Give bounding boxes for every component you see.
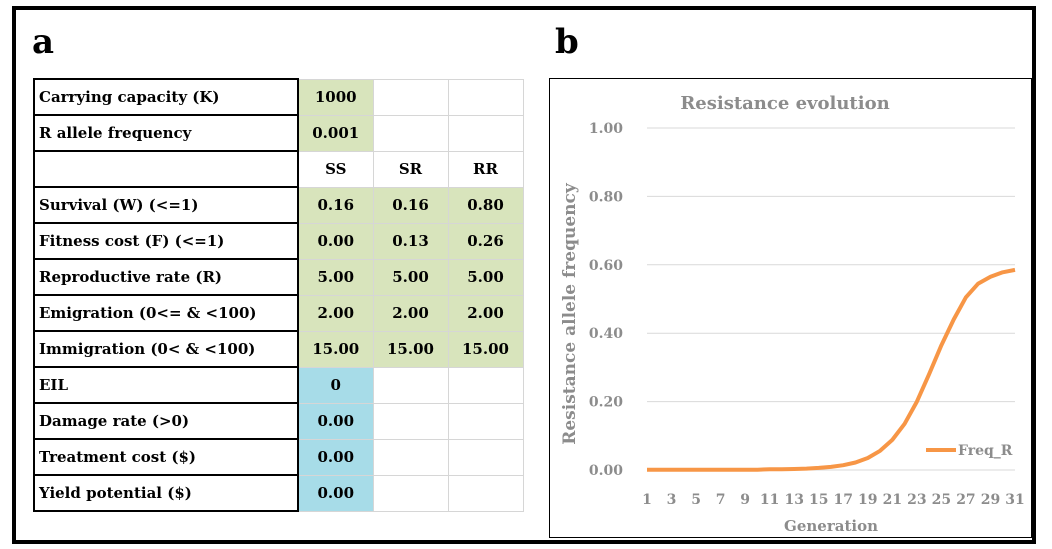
table-cell <box>447 114 524 152</box>
resistance-chart: Resistance evolution 0.00 0.20 0.40 0.60 0.80… <box>560 93 1025 535</box>
parameter-table: Carrying capacity (K) 1000 R allele freque… <box>33 78 524 512</box>
y-tick-label: 0.60 <box>589 258 623 274</box>
table-row: Survival (W) (<=1) 0.16 0.16 0.80 <box>33 186 524 224</box>
x-tick-label: 11 <box>760 492 779 508</box>
table-row: Immigration (0< & <100) 15.00 15.00 15.00 <box>33 330 524 368</box>
row-label: EIL <box>33 366 299 404</box>
table-row: SS SR RR <box>33 150 524 188</box>
table-cell: SR <box>372 150 449 188</box>
input-cell[interactable]: 0.16 <box>297 186 374 224</box>
table-row: Reproductive rate (R) 5.00 5.00 5.00 <box>33 258 524 296</box>
x-tick-label: 29 <box>981 492 1000 508</box>
row-label <box>33 150 299 188</box>
input-cell[interactable]: 15.00 <box>372 330 449 368</box>
panel-letter-b: b <box>555 22 579 62</box>
table-cell <box>372 114 449 152</box>
x-tick-label: 31 <box>1005 492 1024 508</box>
input-cell[interactable]: 2.00 <box>372 294 449 332</box>
input-cell[interactable]: 2.00 <box>297 294 374 332</box>
table-cell <box>372 402 449 440</box>
table-row: R allele frequency 0.001 <box>33 114 524 152</box>
table-cell <box>447 366 524 404</box>
table-cell <box>372 474 449 512</box>
chart-panel: Resistance evolution 0.00 0.20 0.40 0.60 0.80… <box>549 78 1032 538</box>
x-tick-label: 7 <box>716 492 726 508</box>
x-tick-label: 9 <box>740 492 750 508</box>
table-row: Damage rate (>0) 0.00 <box>33 402 524 440</box>
x-tick-label: 5 <box>691 492 701 508</box>
table-cell: RR <box>447 150 524 188</box>
input-cell[interactable]: 0.80 <box>447 186 524 224</box>
table-row: Emigration (0<= & <100) 2.00 2.00 2.00 <box>33 294 524 332</box>
table-row: EIL 0 <box>33 366 524 404</box>
input-cell[interactable]: 5.00 <box>447 258 524 296</box>
x-tick-label: 25 <box>932 492 951 508</box>
input-cell[interactable]: 0.001 <box>297 114 374 152</box>
table-cell <box>372 438 449 476</box>
y-tick-label: 1.00 <box>589 121 623 137</box>
chart-title: Resistance evolution <box>680 93 889 114</box>
y-tick-label: 0.80 <box>589 189 623 205</box>
x-axis-label: Generation <box>784 517 878 535</box>
y-tick-label: 0.40 <box>589 326 623 342</box>
input-cell[interactable]: 5.00 <box>372 258 449 296</box>
row-label: Damage rate (>0) <box>33 402 299 440</box>
row-label: Reproductive rate (R) <box>33 258 299 296</box>
legend-label: Freq_R <box>958 443 1013 459</box>
row-label: Treatment cost ($) <box>33 438 299 476</box>
table-cell <box>372 366 449 404</box>
table-cell <box>447 402 524 440</box>
x-tick-label: 15 <box>809 492 828 508</box>
table-cell <box>447 474 524 512</box>
x-tick-label: 3 <box>667 492 677 508</box>
y-axis-label: Resistance allele frequency <box>560 182 580 445</box>
row-label: Emigration (0<= & <100) <box>33 294 299 332</box>
input-cell[interactable]: 0.13 <box>372 222 449 260</box>
input-cell[interactable]: 15.00 <box>297 330 374 368</box>
input-cell[interactable]: 0.00 <box>297 438 374 476</box>
figure-frame <box>12 6 1036 544</box>
row-label: Fitness cost (F) (<=1) <box>33 222 299 260</box>
table-row: Yield potential ($) 0.00 <box>33 474 524 512</box>
input-cell[interactable]: 0.00 <box>297 474 374 512</box>
x-tick-label: 17 <box>834 492 853 508</box>
input-cell[interactable]: 15.00 <box>447 330 524 368</box>
table-cell <box>447 438 524 476</box>
x-tick-label: 27 <box>956 492 975 508</box>
input-cell[interactable]: 0.26 <box>447 222 524 260</box>
input-cell[interactable]: 0.16 <box>372 186 449 224</box>
x-tick-label: 23 <box>907 492 926 508</box>
table-row: Carrying capacity (K) 1000 <box>33 78 524 116</box>
y-tick-label: 0.00 <box>589 463 623 479</box>
table-cell <box>447 78 524 116</box>
table-row: Treatment cost ($) 0.00 <box>33 438 524 476</box>
input-cell[interactable]: 1000 <box>297 78 374 116</box>
input-cell[interactable]: 5.00 <box>297 258 374 296</box>
input-cell[interactable]: 0.00 <box>297 402 374 440</box>
row-label: Yield potential ($) <box>33 474 299 512</box>
table-cell <box>372 78 449 116</box>
input-cell[interactable]: 0.00 <box>297 222 374 260</box>
series-line-freq-r <box>647 267 1016 472</box>
input-cell[interactable]: 0 <box>297 366 374 404</box>
row-label: R allele frequency <box>33 114 299 152</box>
table-cell: SS <box>297 150 374 188</box>
row-label: Survival (W) (<=1) <box>33 186 299 224</box>
x-tick-label: 19 <box>858 492 877 508</box>
x-tick-label: 1 <box>642 492 652 508</box>
table-row: Fitness cost (F) (<=1) 0.00 0.13 0.26 <box>33 222 524 260</box>
x-tick-label: 13 <box>784 492 803 508</box>
x-tick-label: 21 <box>883 492 902 508</box>
row-label: Immigration (0< & <100) <box>33 330 299 368</box>
panel-letter-a: a <box>32 22 55 62</box>
input-cell[interactable]: 2.00 <box>447 294 524 332</box>
y-tick-label: 0.20 <box>589 395 623 411</box>
row-label: Carrying capacity (K) <box>33 78 299 116</box>
